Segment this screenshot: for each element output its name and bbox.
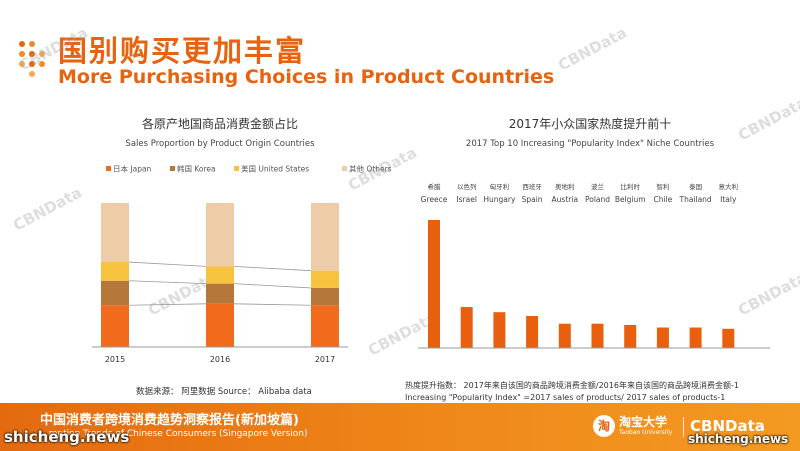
taobao-university-logo: 淘 淘宝大学 Taobao University xyxy=(593,413,678,441)
bar-segment xyxy=(206,203,234,267)
bar xyxy=(591,323,604,348)
country-label-en: Italy xyxy=(720,195,737,204)
bar-segment xyxy=(311,305,339,347)
legend-label: 其他 Others xyxy=(349,164,392,174)
x-tick-label: 2017 xyxy=(315,355,335,364)
source-note: 数据来源： 阿里数据 Source： Alibaba data xyxy=(136,386,312,397)
bar-segment xyxy=(101,262,129,281)
country-label-cn: 以色列 xyxy=(457,182,477,191)
right-chart-title: 2017年小众国家热度提升前十 xyxy=(509,116,672,131)
x-tick-label: 2016 xyxy=(210,355,230,364)
bar xyxy=(624,324,637,348)
left-chart-subtitle: Sales Proportion by Product Origin Count… xyxy=(125,139,315,149)
legend-swatch xyxy=(342,166,347,171)
taobao-logo-icon: 淘 xyxy=(593,415,615,437)
connector-line xyxy=(233,303,312,306)
charts-canvas: 各原产地国商品消费金额占比 Sales Proportion by Produc… xyxy=(92,116,770,402)
bar xyxy=(493,312,506,348)
bar xyxy=(558,323,571,348)
connector-line xyxy=(128,303,207,306)
connector-line xyxy=(128,280,207,285)
left-chart-title: 各原产地国商品消费金额占比 xyxy=(142,116,298,131)
bar-segment xyxy=(311,203,339,271)
brand1-name-en: Taobao University xyxy=(619,429,673,436)
brand-divider xyxy=(683,417,684,437)
country-label-cn: 奥地利 xyxy=(555,182,575,191)
legend-label: 美国 United States xyxy=(241,164,309,174)
bar-segment xyxy=(206,266,234,284)
bar xyxy=(428,220,440,348)
country-label-cn: 西班牙 xyxy=(522,182,542,191)
bar xyxy=(460,307,473,348)
legend-label: 韩国 Korea xyxy=(177,164,216,174)
connector-line xyxy=(233,265,312,272)
country-label-en: Poland xyxy=(585,195,610,204)
country-label-en: Austria xyxy=(552,195,579,204)
legend-item: 日本 Japan xyxy=(106,164,152,174)
country-label-cn: 泰国 xyxy=(689,182,702,191)
footer-banner: 中国消费者跨境消费趋势洞察报告(新加坡篇) ...mption Trends o… xyxy=(0,403,800,451)
country-label-en: Belgium xyxy=(615,195,646,204)
bar-segment xyxy=(311,287,339,306)
connector-line xyxy=(233,283,312,289)
country-label-cn: 波兰 xyxy=(591,182,605,191)
bar-segment xyxy=(206,303,234,347)
logo-dots-icon xyxy=(19,41,45,77)
legend-swatch xyxy=(106,166,111,171)
site-watermark-left: shicheng.news xyxy=(4,428,130,446)
country-label-cn: 智利 xyxy=(656,182,669,191)
bar xyxy=(656,327,669,348)
legend-swatch xyxy=(170,166,175,171)
bar xyxy=(722,328,735,348)
legend-item: 其他 Others xyxy=(342,164,392,174)
page-title-en: More Purchasing Choices in Product Count… xyxy=(58,66,555,88)
country-label-cn: 希腊 xyxy=(428,182,442,191)
bar-segment xyxy=(101,280,129,306)
cbndata-logo: CBNData xyxy=(690,417,765,435)
legend-item: 韩国 Korea xyxy=(170,164,216,174)
bar-segment xyxy=(206,283,234,304)
country-label-cn: 比利时 xyxy=(620,182,640,191)
country-label-en: Thailand xyxy=(678,195,711,204)
right-chart-subtitle: 2017 Top 10 Increasing "Popularity Index… xyxy=(466,139,715,149)
formula-note-cn: 热度提升指数： 2017年来自该国的商品跨境消费金额/2016年来自该国的商品跨… xyxy=(405,380,739,390)
country-label-en: Israel xyxy=(456,195,477,204)
bar xyxy=(526,316,539,348)
x-tick-label: 2015 xyxy=(105,355,125,364)
legend-swatch xyxy=(234,166,239,171)
footer-report-subtitle: ...mption Trends of Chinese Consumers (S… xyxy=(40,429,308,439)
page-title-cn: 国别购买更加丰富 xyxy=(58,34,307,68)
country-label-en: Chile xyxy=(654,195,673,204)
connector-line xyxy=(128,261,207,267)
formula-note-en: Increasing "Popularity Index" =2017 sale… xyxy=(405,393,725,402)
legend-item: 美国 United States xyxy=(234,164,309,174)
bar-segment xyxy=(101,305,129,347)
bar-segment xyxy=(311,270,339,288)
country-label-en: Spain xyxy=(522,195,543,204)
country-label-en: Hungary xyxy=(483,195,516,204)
bar-segment xyxy=(101,203,129,263)
site-watermark-right: shicheng.news xyxy=(688,432,789,446)
footer-report-title: 中国消费者跨境消费趋势洞察报告(新加坡篇) xyxy=(40,413,299,428)
bar xyxy=(689,327,702,348)
left-chart-plot: 2015 2016 2017 xyxy=(92,203,348,364)
country-label-cn: 匈牙利 xyxy=(490,182,510,191)
country-label-en: Greece xyxy=(421,195,448,204)
country-label-cn: 意大利 xyxy=(719,182,739,191)
right-chart-plot: 希腊 Greece 以色列 Israel 匈牙利 Hungary 西班牙 Spain 奥地利 Au… xyxy=(418,182,770,349)
left-chart-legend: 日本 Japan 韩国 Korea 美国 United States 其他 Other… xyxy=(106,164,392,174)
brand1-name-cn: 淘宝大学 xyxy=(619,415,668,429)
legend-label: 日本 Japan xyxy=(113,164,152,174)
